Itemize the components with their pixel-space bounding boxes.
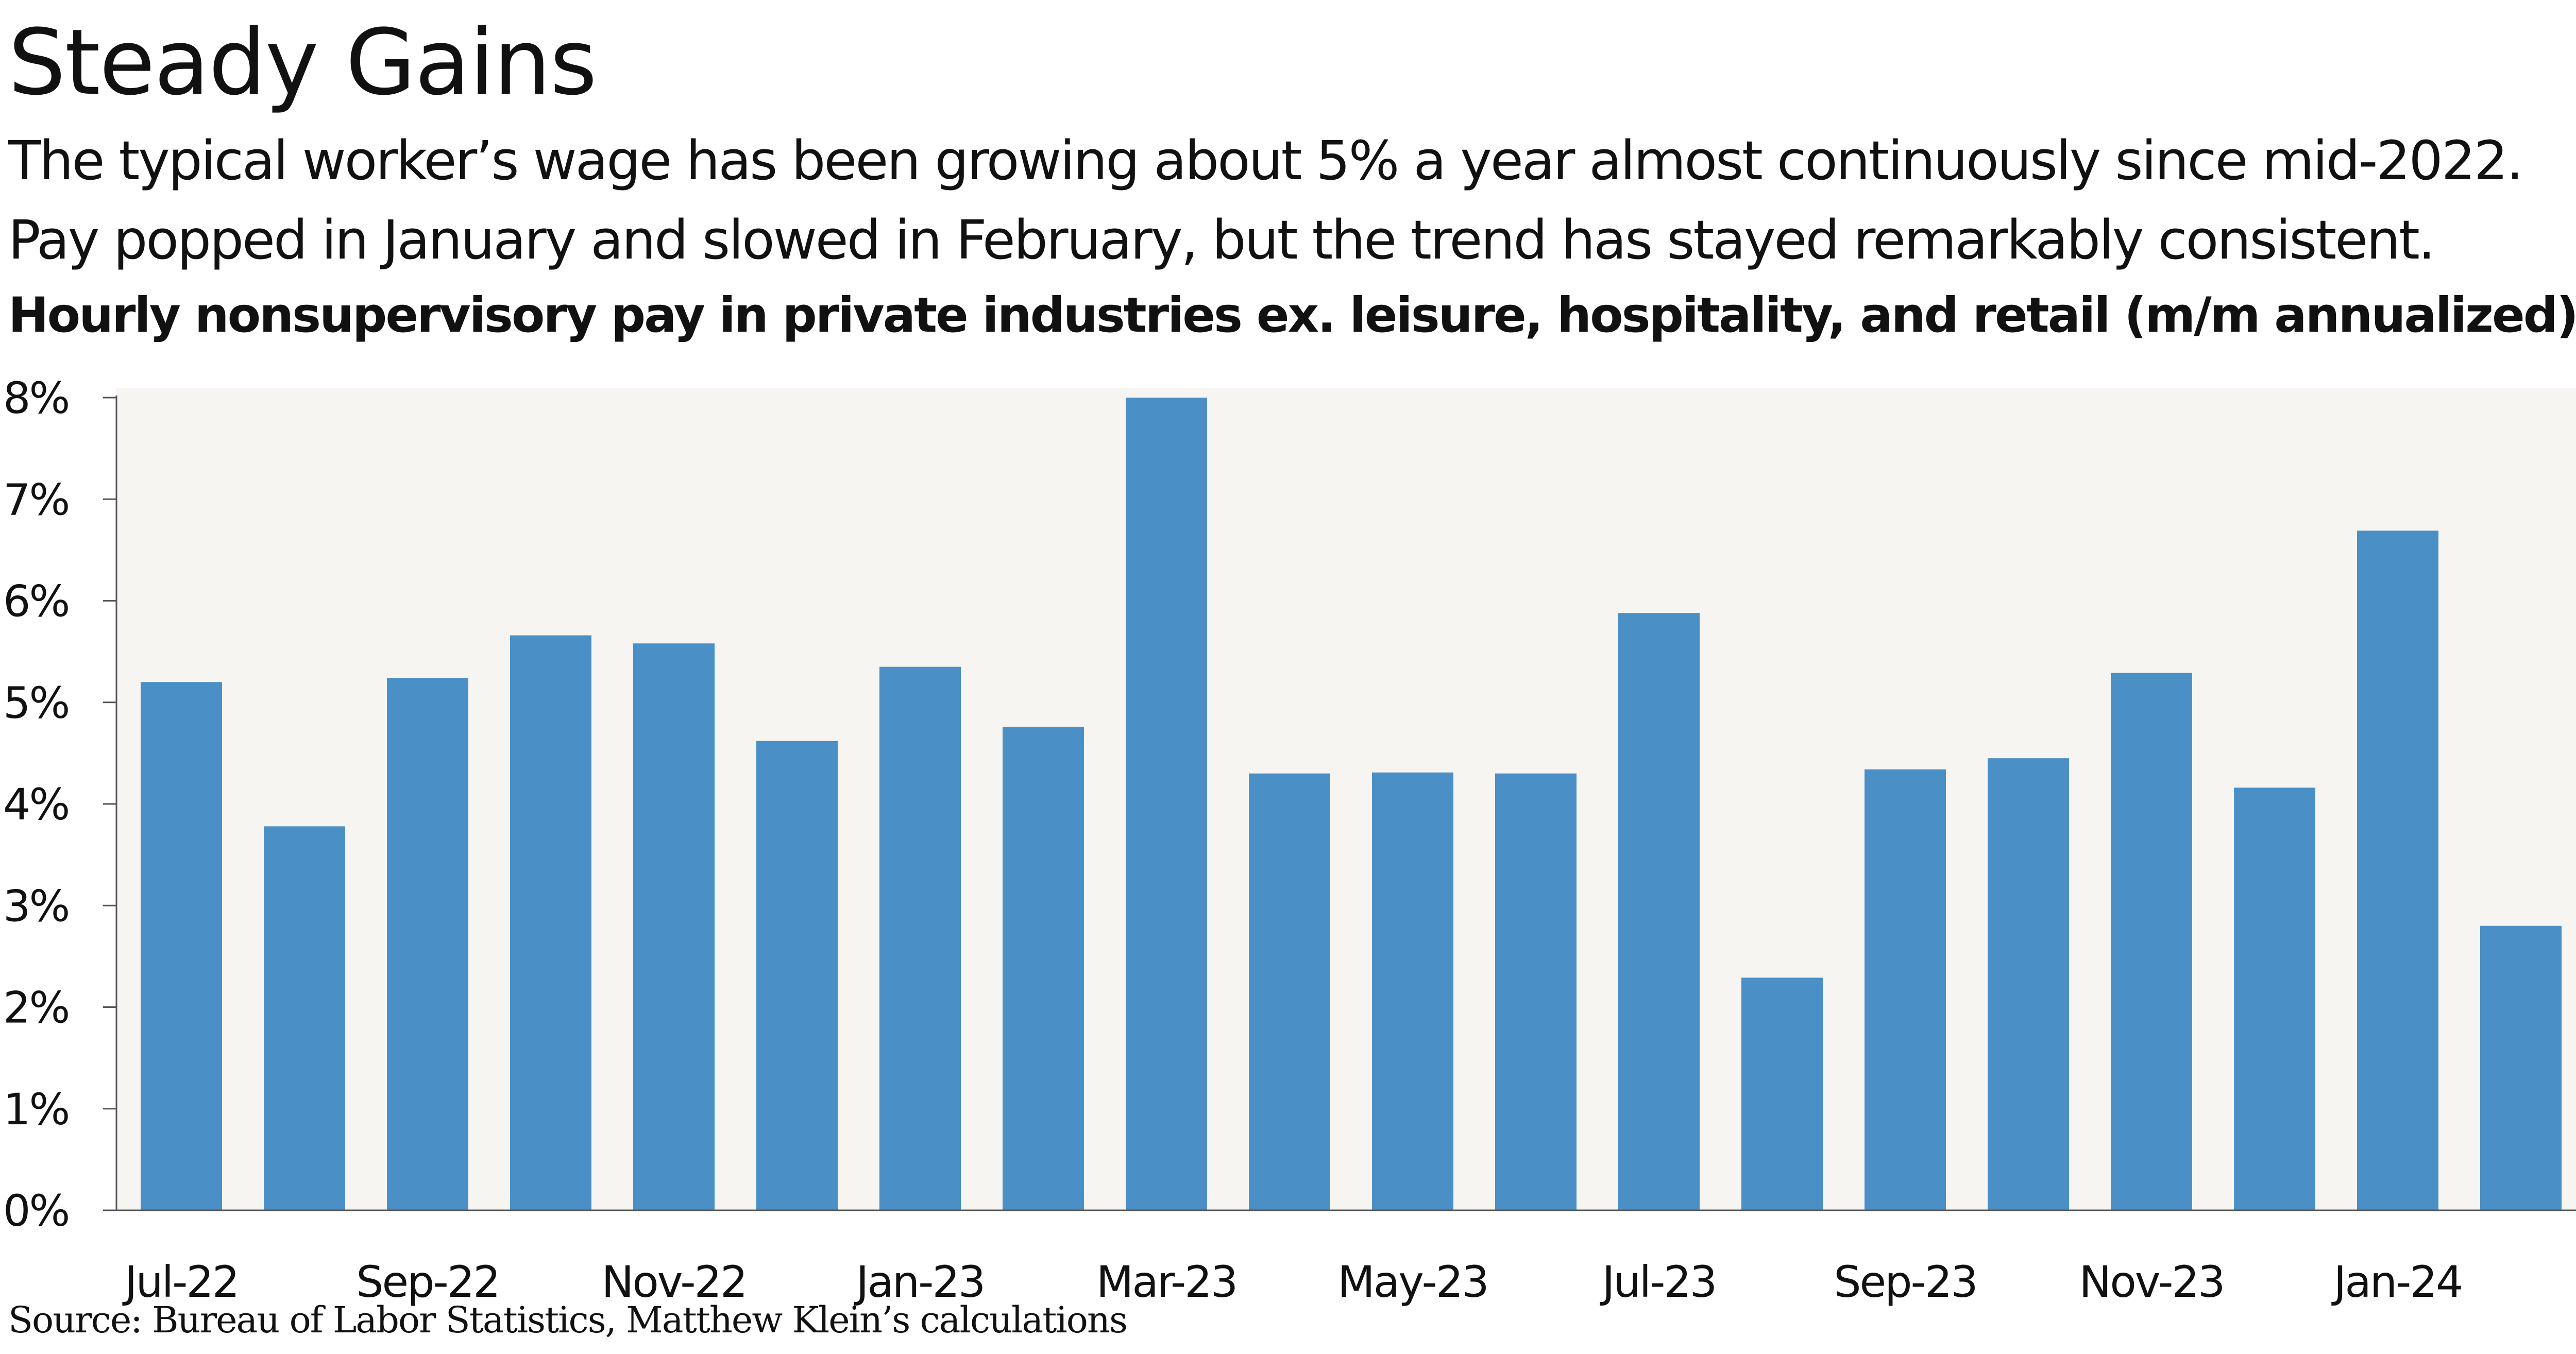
x-tick-label: May-23 xyxy=(1337,1257,1487,1307)
plot-background xyxy=(116,388,2576,1211)
x-tick-label: Nov-23 xyxy=(2079,1257,2224,1307)
y-tick-label: 3% xyxy=(3,881,69,931)
subtitle-line-1: The typical worker’s wage has been growi… xyxy=(8,129,2523,192)
bar-jan-23 xyxy=(879,666,961,1210)
x-tick-label: Jan-23 xyxy=(854,1257,985,1307)
bar-feb-23 xyxy=(1003,727,1084,1210)
bar-jul-22 xyxy=(141,682,222,1210)
bars-group xyxy=(141,398,2562,1210)
x-axis: Jul-22 Sep-22 Nov-22 Jan-23 Mar-23 May-23 Jul-… xyxy=(116,1209,2576,1307)
bar-aug-23 xyxy=(1741,978,1823,1210)
bar-nov-23 xyxy=(2111,673,2192,1210)
bar-dec-22 xyxy=(756,741,838,1210)
y-tick-label: 5% xyxy=(3,678,69,728)
y-axis: 0% 1% 2% 3% 4% 5% 6% 7% 8% xyxy=(3,373,117,1236)
y-tick-label: 0% xyxy=(3,1186,69,1236)
source-note: Source: Bureau of Labor Statistics, Matt… xyxy=(8,1299,1128,1341)
y-tick-label: 4% xyxy=(3,779,69,830)
bar-jul-23 xyxy=(1618,613,1700,1210)
bar-feb-24 xyxy=(2480,925,2562,1210)
x-tick-label: Mar-23 xyxy=(1096,1257,1236,1307)
bar-sep-23 xyxy=(1865,769,1946,1210)
bar-jun-23 xyxy=(1495,773,1577,1210)
bar-apr-23 xyxy=(1249,773,1330,1210)
y-tick-label: 8% xyxy=(3,373,69,423)
bar-jan-24 xyxy=(2357,530,2438,1210)
y-tick-label: 1% xyxy=(3,1084,69,1135)
x-tick-label: Jul-23 xyxy=(1600,1257,1716,1307)
x-tick-label: Nov-22 xyxy=(602,1257,747,1307)
y-tick-label: 2% xyxy=(3,983,69,1033)
chart-heading: Hourly nonsupervisory pay in private ind… xyxy=(8,287,2576,344)
y-tick-label: 6% xyxy=(3,576,69,627)
bar-may-23 xyxy=(1372,772,1453,1210)
x-tick-label: Jan-24 xyxy=(2331,1257,2462,1307)
bar-oct-22 xyxy=(510,635,591,1210)
bar-dec-23 xyxy=(2234,787,2315,1210)
bar-oct-23 xyxy=(1988,758,2069,1210)
y-tick-label: 7% xyxy=(3,474,69,525)
x-tick-label: Jul-22 xyxy=(122,1257,239,1307)
bar-sep-22 xyxy=(387,678,468,1210)
bar-aug-22 xyxy=(264,826,345,1210)
bar-mar-23 xyxy=(1126,398,1207,1210)
x-tick-label: Sep-23 xyxy=(1834,1257,1977,1307)
x-tick-label: Sep-22 xyxy=(356,1257,499,1307)
chart-title: Steady Gains xyxy=(8,10,597,115)
bar-nov-22 xyxy=(633,643,715,1210)
subtitle-line-2: Pay popped in January and slowed in Febr… xyxy=(8,209,2435,271)
